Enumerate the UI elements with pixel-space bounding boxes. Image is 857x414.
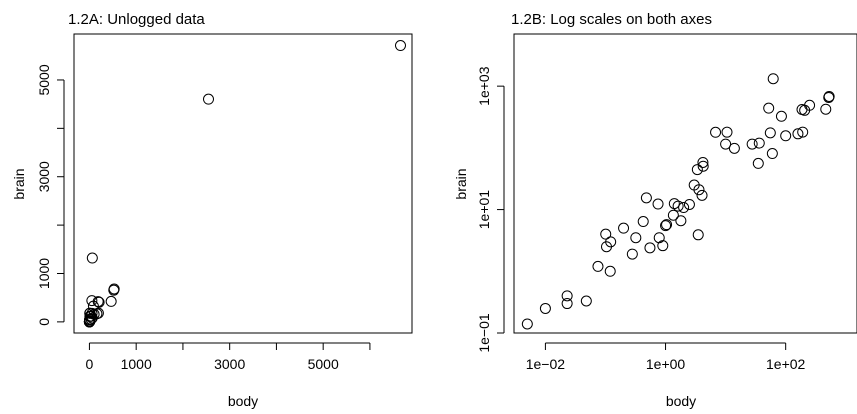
panel-b-point (691, 164, 703, 176)
panel-a-point (84, 307, 96, 319)
panel-a-y-tick-label: 3000 (36, 161, 52, 192)
panel-a-y-tick-label: 1000 (36, 258, 52, 289)
panel-a-y-axis: 0 1000 3000 5000 (36, 64, 65, 326)
panel-b-plot-frame (513, 33, 857, 334)
panel-b-point (766, 148, 778, 160)
panel-b-point (667, 209, 679, 221)
panel-a-x-axis: 0 1000 3000 5000 (86, 342, 371, 372)
panel-b-point (672, 200, 684, 212)
panel-a-x-tick-label: 0 (86, 356, 94, 372)
panel-a-point (394, 40, 406, 52)
panel-b-point (600, 228, 612, 240)
panel-b-point (660, 220, 672, 232)
panel-b-point (764, 127, 776, 139)
panel-b-point (696, 189, 708, 201)
panel-a-points (83, 40, 406, 328)
panel-b-point (652, 198, 664, 210)
panel-b-point (637, 216, 649, 228)
panel-b-title: 1.2B: Log scales on both axes (511, 11, 712, 28)
panel-b-y-tick-label: 1e+01 (476, 190, 492, 230)
panel-b-point (804, 99, 816, 111)
panel-b-point (746, 138, 758, 150)
panel-a-point (105, 295, 117, 307)
panel-b-y-axis: 1e−01 1e+01 1e+03 (476, 66, 505, 353)
panel-b-point (640, 192, 652, 204)
panel-b-y-tick-label: 1e+03 (476, 66, 492, 106)
panel-b-point (797, 126, 809, 138)
panel-a-plot-frame (73, 33, 413, 334)
panel-a-point (84, 310, 96, 322)
panel-b-point (539, 302, 551, 314)
panel-b-point (653, 232, 665, 244)
panel-b-y-tick-label: 1e−01 (476, 313, 492, 353)
panel-a-title: 1.2A: Unlogged data (68, 11, 205, 28)
panel-b-point (775, 110, 787, 122)
panel-b-point (823, 90, 835, 102)
panel-b-point (675, 215, 687, 227)
panel-b-point (561, 290, 573, 302)
panel-a: 1.2A: Unlogged data 0 1000 3000 5000 0 1000 3… (11, 11, 413, 409)
panel-b-point (767, 73, 779, 85)
panel-a-y-tick-label: 0 (36, 318, 52, 326)
panel-a-point (202, 93, 214, 105)
panel-b-point (683, 198, 695, 210)
panel-b-point (561, 298, 573, 310)
panel-b-point (661, 219, 673, 231)
panel-a-y-label: brain (11, 168, 27, 199)
panel-b-x-axis: 1e−02 1e+00 1e+02 (526, 342, 806, 372)
panel-b-point (580, 295, 592, 307)
panel-b-point (644, 242, 656, 254)
panel-b-point (697, 160, 709, 172)
panel-b-x-label: body (666, 393, 696, 409)
panel-b-point (752, 157, 764, 169)
panel-b-point (678, 202, 690, 214)
panel-b-point (604, 265, 616, 277)
panel-a-point (108, 283, 120, 295)
panel-b-point (721, 126, 733, 138)
panel-a-x-tick-label: 1000 (121, 356, 152, 372)
panel-b-x-tick-label: 1e−02 (526, 356, 566, 372)
panel-b-point (626, 248, 638, 260)
panel-b-point (710, 126, 722, 138)
panel-b-point (693, 184, 705, 196)
panel-a-point (86, 295, 98, 307)
panel-a-y-tick-label: 5000 (36, 64, 52, 95)
panel-b-point (697, 156, 709, 168)
panel-a-x-tick-label: 5000 (308, 356, 339, 372)
panel-a-point (93, 296, 105, 308)
panel-a-x-tick-label: 3000 (214, 356, 245, 372)
panel-b-point (720, 138, 732, 150)
panel-b-point (618, 222, 630, 234)
panel-b-point (792, 128, 804, 140)
panel-b-point (763, 102, 775, 114)
panel-b-y-label: brain (453, 168, 469, 199)
panel-a-point (83, 316, 95, 328)
panel-a-x-label: body (228, 393, 258, 409)
panel-b-x-tick-label: 1e+02 (766, 356, 806, 372)
panel-a-point (86, 252, 98, 264)
panel-b-point (692, 229, 704, 241)
panel-b-point (753, 137, 765, 149)
panel-b-point (630, 232, 642, 244)
panel-b-point (780, 130, 792, 142)
panel-b-x-tick-label: 1e+00 (646, 356, 686, 372)
panel-b-point (605, 236, 617, 248)
panel-b: 1.2B: Log scales on both axes 1e−02 1e+00… (453, 11, 857, 409)
panel-b-point (521, 318, 533, 330)
panel-b-points (521, 73, 835, 330)
panel-b-point (657, 240, 669, 252)
panel-b-point (820, 103, 832, 115)
panel-b-point (592, 260, 604, 272)
panel-b-point (728, 142, 740, 154)
